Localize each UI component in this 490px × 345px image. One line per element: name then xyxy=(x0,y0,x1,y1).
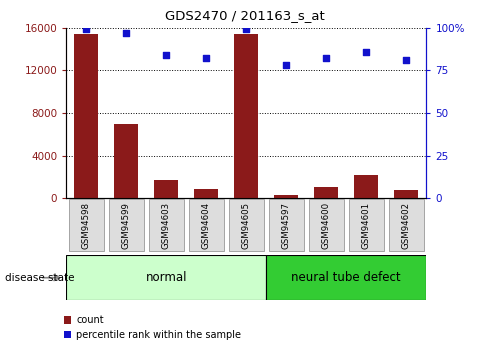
Bar xyxy=(148,199,184,251)
Bar xyxy=(154,180,178,198)
Bar xyxy=(266,255,426,300)
Text: GSM94605: GSM94605 xyxy=(242,201,251,249)
Point xyxy=(363,49,370,54)
Point xyxy=(82,27,90,32)
Bar xyxy=(69,199,104,251)
Text: GSM94603: GSM94603 xyxy=(162,201,171,249)
Bar xyxy=(194,189,218,198)
Bar xyxy=(274,195,298,198)
Point xyxy=(322,56,330,61)
Bar xyxy=(349,199,384,251)
Bar xyxy=(389,199,424,251)
Bar xyxy=(189,199,224,251)
Text: disease state: disease state xyxy=(5,273,74,283)
Bar xyxy=(269,199,304,251)
Bar xyxy=(109,199,144,251)
Point xyxy=(242,27,250,32)
Text: GSM94597: GSM94597 xyxy=(282,201,291,249)
Bar xyxy=(314,187,338,198)
Bar xyxy=(229,199,264,251)
Text: GSM94599: GSM94599 xyxy=(122,202,131,248)
Bar xyxy=(309,199,344,251)
Bar xyxy=(114,124,138,198)
Point xyxy=(402,57,410,63)
Point xyxy=(202,56,210,61)
Text: GSM94602: GSM94602 xyxy=(402,201,411,249)
Text: GDS2470 / 201163_s_at: GDS2470 / 201163_s_at xyxy=(165,9,325,22)
Text: normal: normal xyxy=(146,271,187,284)
Bar xyxy=(234,34,258,198)
Point xyxy=(162,52,170,58)
Point xyxy=(282,62,290,68)
Point xyxy=(122,30,130,36)
Text: GSM94604: GSM94604 xyxy=(202,201,211,249)
Text: GSM94601: GSM94601 xyxy=(362,201,371,249)
Bar xyxy=(354,175,378,198)
Text: GSM94600: GSM94600 xyxy=(322,201,331,249)
Legend: count, percentile rank within the sample: count, percentile rank within the sample xyxy=(64,315,241,340)
Bar xyxy=(394,190,418,198)
Text: neural tube defect: neural tube defect xyxy=(292,271,401,284)
Bar xyxy=(66,255,266,300)
Text: GSM94598: GSM94598 xyxy=(82,201,91,249)
Bar xyxy=(74,34,98,198)
